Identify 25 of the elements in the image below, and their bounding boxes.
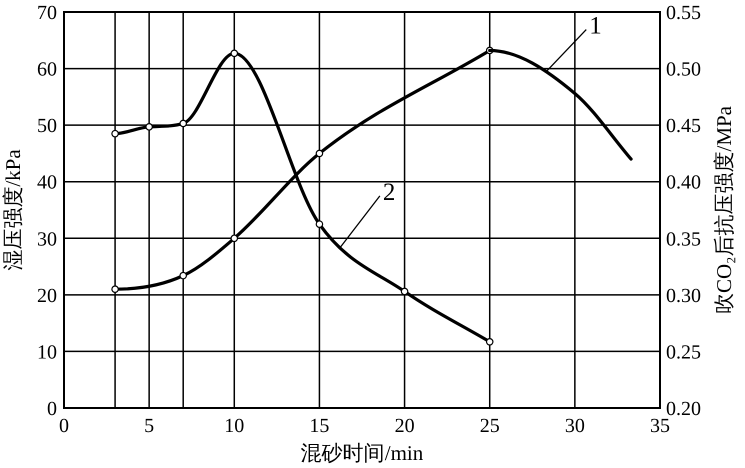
y2-tick-label: 0.45 [666, 115, 701, 138]
x-tick-label: 15 [309, 415, 330, 437]
y-tick-label: 20 [37, 284, 57, 307]
y-tick-label: 50 [37, 115, 57, 138]
y2-tick-label: 0.50 [666, 58, 701, 81]
x-tick-label: 30 [564, 415, 585, 437]
x-tick-label: 5 [144, 415, 154, 437]
y-tick-label: 0 [47, 398, 57, 420]
y-tick-label: 60 [37, 58, 57, 81]
y2-tick-label: 0.35 [666, 228, 701, 250]
x-axis-title: 混砂时间/min [300, 441, 424, 465]
text: 2 [382, 178, 396, 206]
y2-axis-title: 吹CO₂后抗压强度/MPa [712, 105, 736, 314]
y-tick-label: 30 [37, 228, 57, 250]
y2-tick-label: 0.25 [666, 341, 701, 364]
y-axis-title: 湿压强度/kPa [1, 148, 25, 271]
x-tick-label: 10 [224, 415, 244, 437]
y-tick-label: 40 [37, 172, 57, 194]
y-tick-label: 10 [37, 341, 57, 364]
x-tick-label: 25 [480, 415, 500, 437]
y2-tick-label: 0.30 [666, 284, 701, 307]
y-tick-label: 70 [37, 2, 57, 24]
x-tick-label: 20 [394, 415, 415, 437]
y2-tick-label: 0.40 [666, 172, 701, 194]
y2-tick-label: 0.55 [666, 2, 701, 24]
